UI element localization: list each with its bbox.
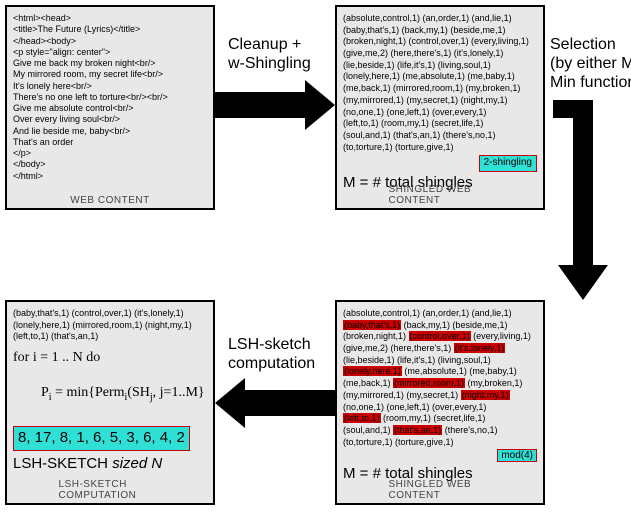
- panel-label-tr: SHINGLED WEB CONTENT: [389, 184, 492, 206]
- arrow-left: [215, 378, 335, 428]
- arrow-label-cleanup: Cleanup + w-Shingling: [228, 35, 311, 73]
- shingled-bottom-body: (absolute,control,1) (an,order,1) (and,l…: [337, 302, 543, 490]
- f2c: (SH: [127, 385, 150, 400]
- sketch-title: LSH-SKETCH sized N: [13, 455, 207, 474]
- f2a: P: [34, 385, 49, 400]
- arrow-right-1: [215, 80, 335, 130]
- panel-shingled-top: (absolute,control,1) (an,order,1) (and,l…: [335, 5, 545, 210]
- lsh-body: (baby,that's,1) (control,over,1) (it's,l…: [7, 302, 213, 479]
- arrow-down-right: [553, 100, 613, 300]
- formula-line2: Pi = min{Permi(SHj, j=1..M}: [13, 367, 207, 422]
- badge-mod4: mod(4): [497, 449, 537, 462]
- arrow-label-selection: Selection (by either Mod or Min function…: [550, 35, 631, 93]
- panel-lsh-sketch: (baby,that's,1) (control,over,1) (it's,l…: [5, 300, 215, 505]
- arrow-label-lsh: LSH-sketch computation: [228, 335, 315, 373]
- sketch-numbers: 8, 17, 8, 1, 6, 5, 3, 6, 4, 2: [13, 426, 190, 451]
- badge-2shingling: 2-shingling: [479, 155, 537, 172]
- panel-label-tl: WEB CONTENT: [70, 195, 149, 206]
- formula-line1: for i = 1 .. N do: [13, 349, 207, 367]
- panel-shingled-bottom: (absolute,control,1) (an,order,1) (and,l…: [335, 300, 545, 505]
- web-content-body: <html><head> <title>The Future (Lyrics)<…: [7, 7, 213, 188]
- panel-label-bl: LSH-SKETCH COMPUTATION: [59, 479, 162, 501]
- shingles-bottom-text: (absolute,control,1) (an,order,1) (and,l…: [343, 308, 537, 448]
- kept-shingles: (baby,that's,1) (control,over,1) (it's,l…: [13, 308, 207, 343]
- panel-web-content: <html><head> <title>The Future (Lyrics)<…: [5, 5, 215, 210]
- shingles-top-text: (absolute,control,1) (an,order,1) (and,l…: [343, 13, 537, 153]
- panel-label-br: SHINGLED WEB CONTENT: [389, 479, 492, 501]
- f2d: , j=1..M}: [153, 385, 205, 400]
- f2b: = min{Perm: [52, 385, 125, 400]
- shingled-top-body: (absolute,control,1) (an,order,1) (and,l…: [337, 7, 543, 199]
